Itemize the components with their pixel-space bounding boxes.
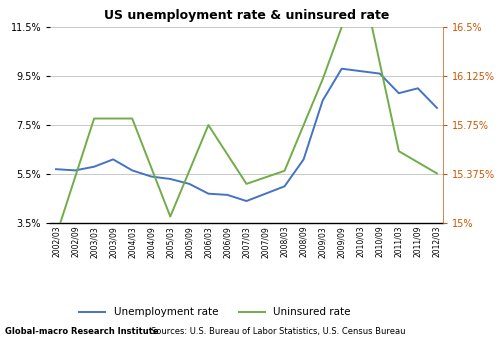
Unemployment rate [110, 158, 116, 162]
Uninsured rate [243, 182, 249, 186]
Unemployment rate [282, 184, 288, 188]
Unemployment rate [91, 165, 97, 169]
Unemployment rate [53, 167, 59, 171]
Unemployment rate [377, 72, 383, 76]
Unemployment rate [148, 174, 154, 178]
Unemployment rate [167, 177, 174, 181]
Uninsured rate [319, 77, 325, 81]
Unemployment rate [186, 182, 192, 186]
Unemployment rate [339, 67, 345, 71]
Unemployment rate [129, 168, 135, 172]
Unemployment rate [263, 192, 269, 196]
Text: Global-macro Research Institute: Global-macro Research Institute [5, 327, 158, 336]
Unemployment rate [301, 158, 307, 162]
Unemployment rate [415, 86, 421, 90]
Line: Unemployment rate: Unemployment rate [56, 69, 437, 201]
Line: Uninsured rate: Uninsured rate [56, 0, 437, 236]
Unemployment rate [358, 69, 364, 73]
Uninsured rate [434, 171, 440, 175]
Unemployment rate [72, 168, 78, 172]
Uninsured rate [282, 169, 288, 173]
Title: US unemployment rate & uninsured rate: US unemployment rate & uninsured rate [104, 9, 389, 22]
Uninsured rate [91, 117, 97, 121]
Unemployment rate [319, 99, 325, 103]
Uninsured rate [129, 117, 135, 121]
Unemployment rate [243, 199, 249, 203]
Unemployment rate [396, 91, 402, 95]
Legend: Unemployment rate, Uninsured rate: Unemployment rate, Uninsured rate [75, 303, 355, 321]
Unemployment rate [434, 106, 440, 110]
Text: Sources: U.S. Bureau of Labor Statistics, U.S. Census Bureau: Sources: U.S. Bureau of Labor Statistics… [151, 327, 405, 336]
Uninsured rate [53, 234, 59, 238]
Unemployment rate [205, 192, 211, 196]
Uninsured rate [205, 123, 211, 127]
Uninsured rate [396, 149, 402, 153]
Uninsured rate [167, 215, 174, 219]
Unemployment rate [224, 193, 230, 197]
